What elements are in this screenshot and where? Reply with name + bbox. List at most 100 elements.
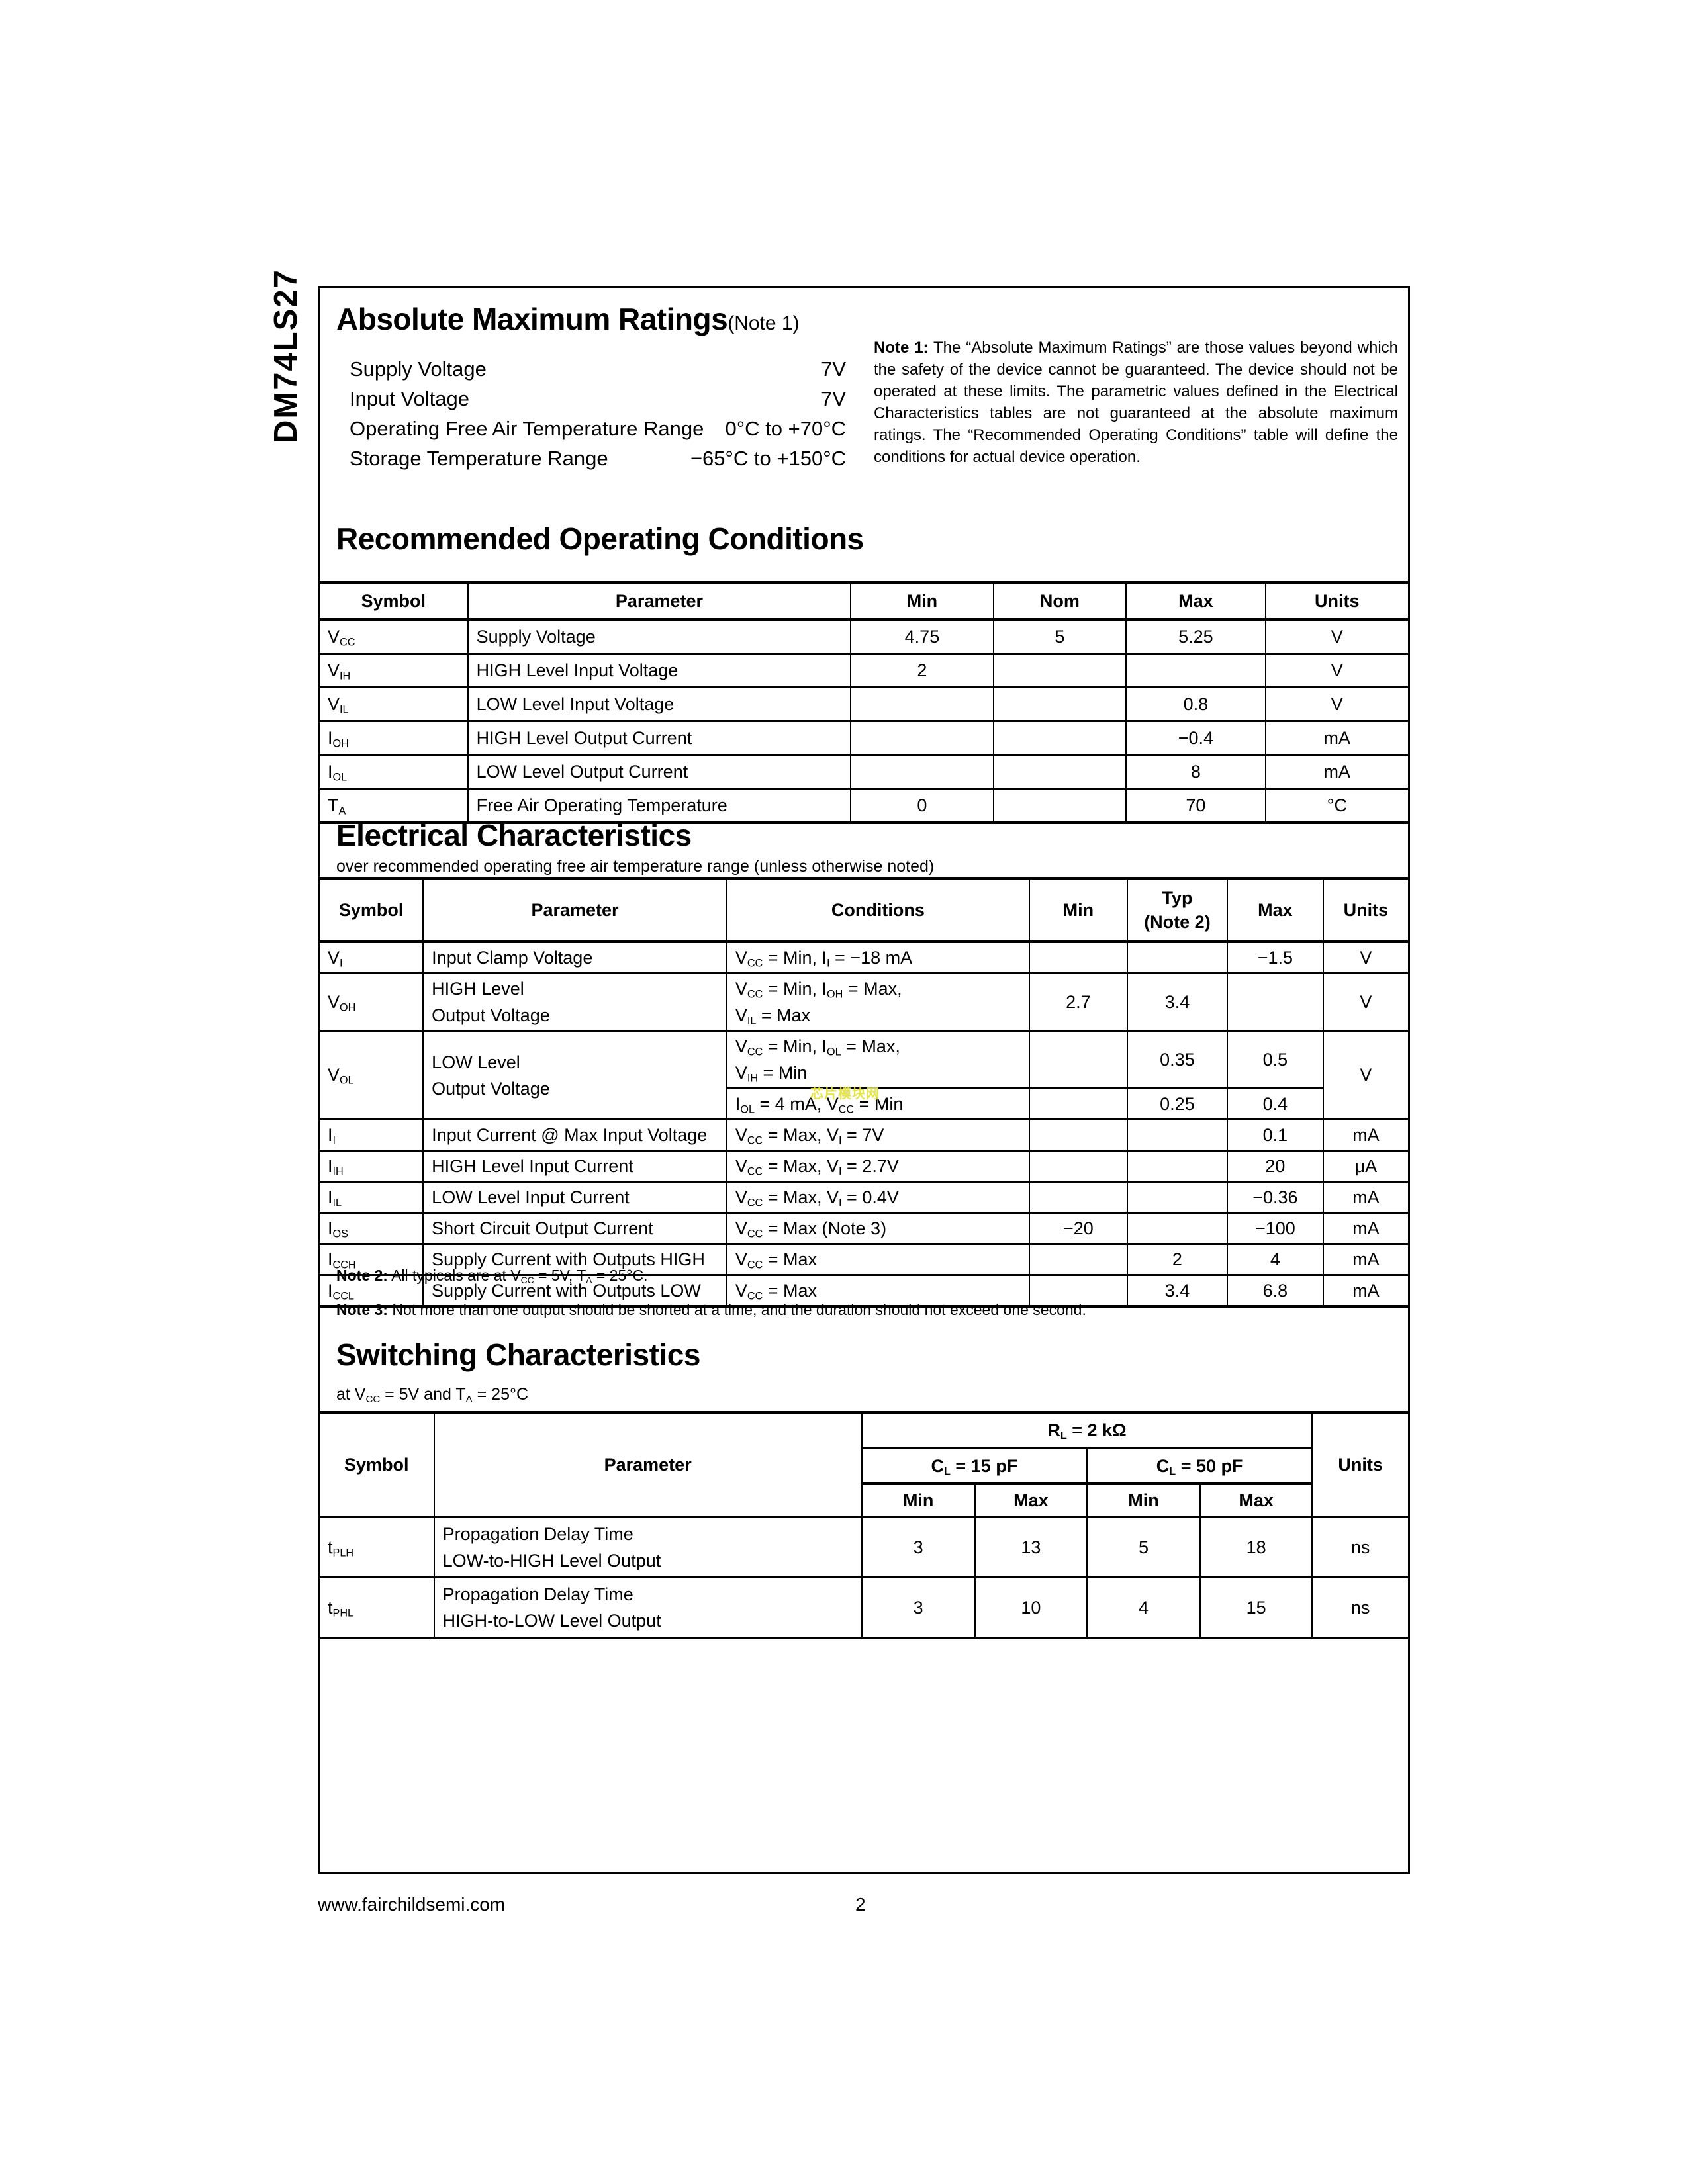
typ-cell: 0.25 [1126,1087,1228,1120]
parameter-cell: HIGH Level Input Voltage [467,653,851,688]
max-15pf-cell: 13 [974,1517,1087,1578]
note2-text: All typicals are at VCC = 5V, TA = 25°C. [391,1267,648,1285]
parameter-cell: Short Circuit Output Current [422,1212,727,1244]
units-cell: mA [1264,754,1408,789]
units-cell: V [1264,653,1408,688]
parameter-cell: LOW Level Input Voltage [467,686,851,721]
ec-table-row: VOL LOW Level Output Voltage VCC = Min, … [320,1030,1408,1120]
roc-table-row: VIH HIGH Level Input Voltage 2 V [320,653,1408,688]
sc-col-min-50: Min [1086,1484,1200,1517]
min-cell [1028,1087,1127,1120]
units-cell: V [1264,686,1408,721]
ec-table-row: ICCL Supply Current with Outputs LOW VCC… [320,1274,1408,1306]
units-cell: mA [1322,1118,1408,1151]
max-cell [1227,972,1323,1031]
nom-cell [992,788,1127,823]
ec-col-conditions: Conditions [726,878,1029,942]
max-50pf-cell: 18 [1199,1517,1313,1578]
ec-col-typ-line2: (Note 2) [1144,912,1211,932]
ec-table-row: IOS Short Circuit Output Current VCC = M… [320,1212,1408,1244]
sc-col-parameter: Parameter [433,1412,862,1517]
ec-col-symbol: Symbol [338,899,404,920]
content-box: Absolute Maximum Ratings(Note 1) Supply … [318,286,1410,1874]
conditions-line: VIL = Max [735,1005,811,1027]
symbol-cell: VIL [320,686,468,721]
sc-col-units: Units [1311,1412,1408,1517]
amr-spec-list: Supply Voltage 7V Input Voltage 7V Opera… [350,354,846,473]
max-cell: 0.8 [1125,686,1266,721]
nom-cell [992,754,1127,789]
units-cell: mA [1322,1212,1408,1244]
parameter-cell: Input Clamp Voltage [422,942,727,974]
max-cell: 0.5 [1227,1030,1323,1089]
units-cell: mA [1322,1243,1408,1275]
symbol-cell: tPLH [328,1537,354,1559]
min-50pf-cell: 4 [1086,1576,1200,1638]
typ-cell: 0.35 [1126,1030,1228,1089]
symbol-cell: ICCH [320,1243,424,1275]
max-cell: 4 [1227,1243,1323,1275]
conditions-cell: VCC = Max [726,1243,1029,1275]
ec-table-row: II Input Current @ Max Input Voltage VCC… [320,1118,1408,1151]
symbol-cell: VI [328,947,343,970]
conditions-line: VCC = Min, IOL = Max, [735,1036,900,1058]
sc-col-cl15-group: CL = 15 pF [861,1448,1087,1485]
sc-header-row: CL = 15 pF CL = 50 pF [320,1448,1408,1485]
min-50pf-cell: 5 [1086,1517,1200,1578]
symbol-cell: IOH [320,720,468,755]
symbol-cell: VOL [320,1030,424,1120]
max-cell: −100 [1227,1212,1323,1244]
units-cell: μA [1322,1150,1408,1182]
parameter-cell: HIGH Level Output Voltage [422,972,727,1031]
parameter-cell: Propagation Delay Time HIGH-to-LOW Level… [433,1576,862,1638]
amr-spec-row: Storage Temperature Range −65°C to +150°… [350,443,846,473]
sc-col-max-50: Max [1199,1484,1313,1517]
parameter-cell: HIGH Level Output Current [467,720,851,755]
conditions-line: VCC = Min, IOH = Max, [735,979,902,1001]
typ-cell [1126,942,1228,974]
units-cell: °C [1264,788,1408,823]
symbol-cell: VCC [328,626,355,649]
note3-label: Note 3: [336,1301,388,1318]
min-cell: −20 [1028,1212,1127,1244]
conditions-cell: VCC = Min, IOH = Max, VIL = Max [726,972,1029,1031]
ec-table-row: VI Input Clamp Voltage VCC = Min, II = −… [320,942,1408,974]
min-15pf-cell: 3 [861,1576,975,1638]
min-cell: 2.7 [1028,972,1127,1031]
parameter-cell: Supply Current with Outputs LOW [422,1274,727,1306]
symbol-cell: II [320,1118,424,1151]
note1-text: The “Absolute Maximum Ratings” are those… [874,339,1399,466]
conditions-cell: VCC = Min, IOL = Max, VIH = Min [726,1030,1029,1089]
max-cell: 6.8 [1227,1274,1323,1306]
ec-col-max: Max [1227,878,1323,942]
parameter-cell: Supply Current with Outputs HIGH [422,1243,727,1275]
note3-text: Not more than one output should be short… [392,1301,1086,1318]
symbol-cell: tPHL [320,1576,434,1638]
roc-section-title: Recommended Operating Conditions [336,522,864,556]
parameter-cell: Input Current @ Max Input Voltage [422,1118,727,1151]
units-cell: mA [1322,1274,1408,1306]
units-cell: mA [1264,720,1408,755]
symbol-cell: IOL [320,754,468,789]
sc-table-row: tPLH Propagation Delay Time LOW-to-HIGH … [320,1517,1408,1578]
ec-table-row: IIL LOW Level Input Current VCC = Max, V… [320,1181,1408,1213]
roc-table-row: IOH HIGH Level Output Current −0.4 mA [320,720,1408,755]
min-cell [850,720,994,755]
units-cell: V [1264,619,1408,654]
roc-col-units: Units [1264,582,1408,619]
ec-col-min: Min [1028,878,1127,942]
part-number-vertical: DM74LS27 [268,269,304,443]
min-15pf-cell: 3 [861,1517,975,1578]
max-cell: 20 [1227,1150,1323,1182]
roc-table-row: TA Free Air Operating Temperature 0 70 °… [320,788,1408,823]
note2-paragraph: Note 2: All typicals are at VCC = 5V, TA… [336,1267,647,1285]
units-cell: V [1322,942,1408,974]
conditions-cell: IOL = 4 mA, VCC = Min [726,1087,1029,1120]
min-cell [1028,1030,1127,1089]
max-cell: 8 [1125,754,1266,789]
roc-col-nom: Nom [992,582,1127,619]
roc-col-parameter: Parameter [467,582,851,619]
conditions-cell: VCC = Max [726,1274,1029,1306]
min-cell: 4.75 [850,619,994,654]
